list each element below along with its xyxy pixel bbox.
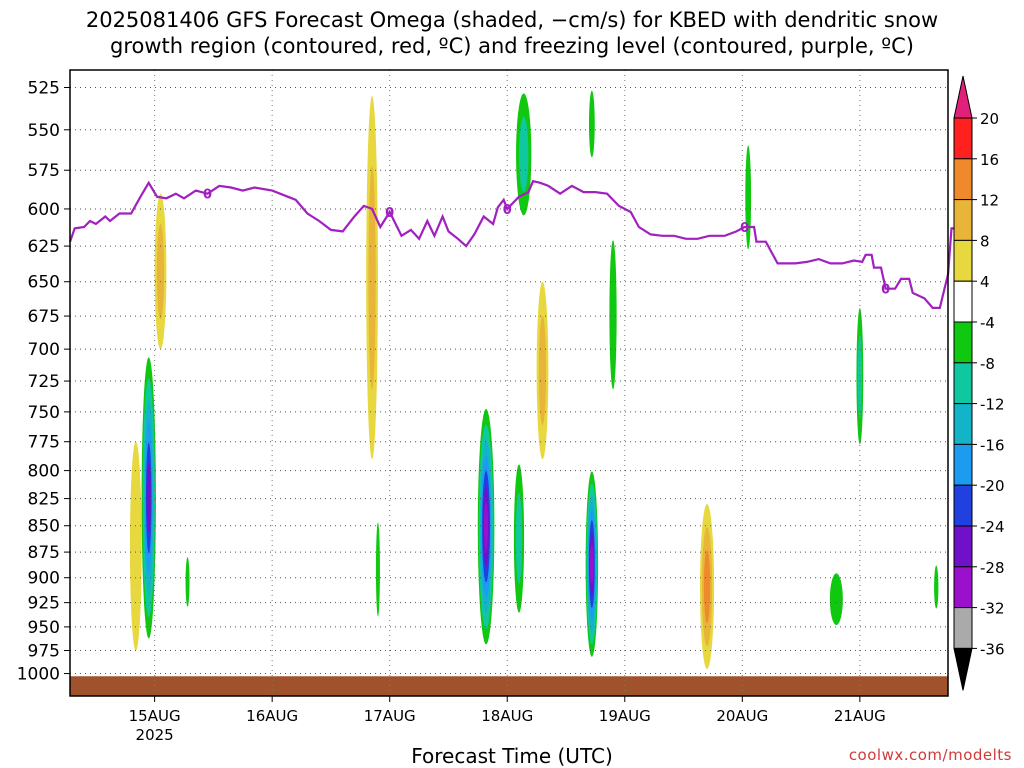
x-tick-label: 16AUG (246, 707, 298, 725)
y-tick-label: 800 (28, 462, 60, 482)
freezing-level-label: 0 (881, 283, 890, 298)
freezing-level-layer: 0 0 0 0 0 (68, 179, 972, 309)
colorbar-label: -12 (980, 396, 1005, 414)
omega-area-10-level-32 (589, 544, 594, 584)
y-axis: 525 550 575 600 625 650 675 700 725 750 775 800 825 8… (17, 78, 70, 685)
terrain-fill (70, 676, 948, 696)
y-tick-label: 775 (28, 433, 60, 453)
colorbar-segment (953, 443, 973, 486)
chart-title-line-1: 2025081406 GFS Forecast Omega (shaded, −… (85, 8, 939, 32)
omega-area-15-level-12 (857, 334, 862, 419)
plot-border (69, 69, 949, 697)
omega-area-0-level-28 (146, 463, 151, 533)
colorbar-segment (953, 117, 973, 160)
colorbar-label: -32 (980, 600, 1005, 618)
omega-area-4-level-8 (375, 522, 380, 617)
omega-shading-layer (129, 70, 940, 669)
colorbar-segment (953, 525, 973, 568)
colorbar-label: -36 (980, 640, 1005, 658)
y-tick-label: 700 (28, 340, 60, 360)
y-tick-label: 600 (28, 200, 60, 220)
y-tick-label: 1000 (17, 665, 60, 685)
omega-area-1-level-4 (129, 441, 142, 651)
grid-layer (70, 70, 948, 696)
y-tick-label: 925 (28, 594, 60, 614)
omega-area-3-level-8 (156, 223, 165, 320)
colorbar-label: -24 (980, 518, 1005, 536)
y-tick-label: 850 (28, 517, 60, 537)
freezing-level-line (68, 179, 972, 309)
colorbar-label: -16 (980, 436, 1005, 454)
colorbar-label: -4 (980, 314, 995, 332)
omega-area-6-level-32 (484, 501, 489, 552)
credit-link[interactable]: coolwx.com/modelts (848, 746, 1012, 764)
omega-area-13-level-12 (703, 549, 711, 624)
x-axis-title: Forecast Time (UTC) (411, 744, 613, 768)
colorbar-segment (953, 403, 973, 445)
freezing-level-label: 0 (385, 206, 394, 221)
omega-area-16-level-8 (829, 573, 843, 626)
x-tick-label: 15AUG (129, 707, 181, 725)
omega-area-9-level-8 (538, 315, 547, 426)
chart-title-line-2: growth region (contoured, red, ºC) and f… (110, 34, 914, 58)
colorbar-segment (953, 280, 973, 323)
colorbar-segment (953, 607, 973, 649)
omega-area-17-level-8 (934, 565, 939, 609)
freezing-level-label: 0 (203, 188, 212, 203)
omega-area-5-level-8 (368, 165, 376, 390)
omega-area-8-level-12 (518, 116, 529, 192)
omega-area-7-level-12 (515, 492, 523, 585)
x-axis: 15AUG 16AUG 17AUG 18AUG 19AUG 20AUG 21AUG 2025 (129, 696, 886, 744)
y-tick-label: 900 (28, 569, 60, 589)
omega-area-2-level-8 (185, 557, 190, 607)
omega-area-11-level-8 (609, 240, 617, 390)
x-tick-label: 20AUG (716, 707, 768, 725)
colorbar: 20 16 12 8 4 -4 -8 -12 -16 -20 -24 -28 -32 -36 (953, 75, 1005, 691)
y-tick-label: 750 (28, 403, 60, 423)
terrain-layer (70, 676, 948, 696)
y-tick-label: 550 (28, 121, 60, 141)
colorbar-label: -28 (980, 559, 1005, 577)
x-tick-label: 17AUG (364, 707, 416, 725)
y-tick-label: 675 (28, 307, 60, 327)
freezing-level-label: 0 (503, 203, 512, 218)
y-tick-label: 950 (28, 618, 60, 638)
colorbar-segment (953, 321, 973, 364)
colorbar-label: 4 (980, 273, 990, 291)
x-tick-label: 19AUG (599, 707, 651, 725)
colorbar-label: -8 (980, 355, 995, 373)
colorbar-top-triangle (953, 75, 973, 119)
y-tick-label: 975 (28, 642, 60, 662)
colorbar-segment (953, 566, 973, 609)
freezing-level-label: 0 (740, 221, 749, 236)
colorbar-label: -20 (980, 477, 1005, 495)
x-tick-label: 21AUG (834, 707, 886, 725)
colorbar-segment (953, 158, 973, 201)
colorbar-segment (953, 484, 973, 527)
y-tick-label: 625 (28, 237, 60, 257)
omega-area-12-level-8 (588, 90, 595, 158)
y-tick-label: 650 (28, 273, 60, 293)
x-tick-label: 18AUG (481, 707, 533, 725)
colorbar-bottom-triangle (953, 647, 973, 691)
colorbar-segment (953, 239, 973, 282)
y-tick-label: 525 (28, 78, 60, 98)
colorbar-label: 8 (980, 232, 990, 250)
colorbar-label: 16 (980, 151, 999, 169)
y-tick-label: 875 (28, 543, 60, 563)
y-tick-label: 825 (28, 490, 60, 510)
x-year-label: 2025 (136, 726, 174, 744)
colorbar-segment (953, 199, 973, 241)
colorbar-segment (953, 362, 973, 405)
y-tick-label: 575 (28, 161, 60, 181)
colorbar-label: 20 (980, 110, 999, 128)
colorbar-label: 12 (980, 192, 999, 210)
omega-area-14-level-8 (745, 145, 752, 250)
y-tick-label: 725 (28, 372, 60, 392)
